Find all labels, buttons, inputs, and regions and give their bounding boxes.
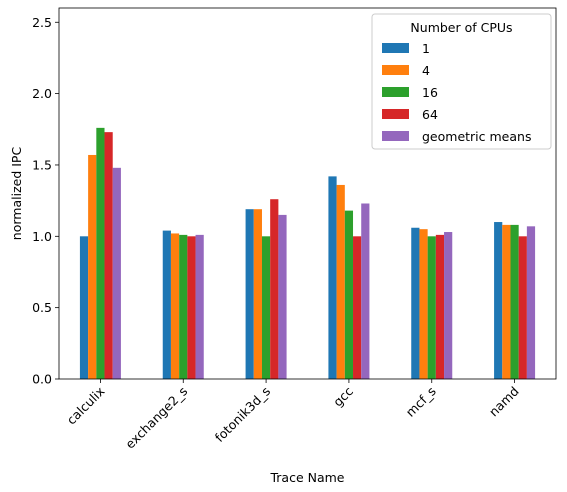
bar-mcf_s-series-0 (411, 227, 420, 379)
legend-swatch (382, 87, 409, 97)
bar-namd-series-1 (502, 224, 511, 379)
bar-calculix-series-4 (112, 167, 121, 379)
x-tick-label: gcc (330, 383, 356, 409)
legend-swatch (382, 131, 409, 141)
bar-exchange2_s-series-3 (187, 236, 196, 379)
legend-entry-label: 4 (422, 63, 430, 78)
bar-fotonik3d_s-series-4 (278, 214, 287, 379)
x-tick-label: calculix (64, 384, 108, 428)
legend-swatch (382, 109, 409, 119)
x-axis-label: Trace Name (269, 470, 344, 485)
bar-namd-series-4 (526, 226, 536, 379)
y-tick-label: 1.5 (32, 157, 52, 172)
bar-calculix-series-2 (96, 127, 105, 379)
legend-entry-label: 64 (422, 107, 438, 122)
x-tick-label: fotonik3d_s (212, 384, 273, 445)
bar-mcf_s-series-2 (427, 236, 436, 379)
legend-swatch (382, 65, 409, 75)
bar-fotonik3d_s-series-2 (261, 236, 271, 379)
y-tick-label: 2.0 (32, 86, 52, 101)
legend-title: Number of CPUs (410, 20, 512, 35)
bar-exchange2_s-series-0 (162, 230, 171, 379)
bar-namd-series-2 (510, 224, 519, 379)
y-tick-label: 0.5 (32, 300, 52, 315)
bar-fotonik3d_s-series-1 (253, 209, 262, 379)
legend-swatch (382, 43, 409, 53)
bar-mcf_s-series-3 (435, 234, 445, 379)
y-tick-label: 2.5 (32, 15, 52, 30)
bar-gcc-series-0 (328, 176, 337, 379)
bar-fotonik3d_s-series-3 (270, 199, 279, 379)
bar-gcc-series-3 (353, 236, 362, 379)
bar-mcf_s-series-1 (419, 229, 428, 379)
bar-gcc-series-1 (336, 184, 345, 379)
x-axis: calculix exchange2_s fotonik3d_s gcc mcf_s na… (64, 379, 522, 452)
y-axis-label: normalized IPC (9, 147, 24, 241)
legend-entry-label: geometric means (422, 129, 531, 144)
bar-mcf_s-series-4 (444, 232, 453, 379)
bar-gcc-series-4 (361, 203, 370, 379)
bar-gcc-series-2 (344, 210, 354, 379)
legend-box (371, 13, 552, 150)
y-axis: 0.0 0.5 1.0 1.5 2.0 2.5 (32, 15, 59, 387)
legend: Number of CPUs 1 4 16 64 geometric means (371, 13, 552, 150)
x-tick-label: exchange2_s (122, 384, 190, 452)
bar-namd-series-3 (518, 236, 527, 379)
y-tick-label: 0.0 (32, 372, 52, 387)
bar-namd-series-0 (494, 222, 503, 379)
x-tick-label: mcf_s (403, 384, 439, 420)
bar-calculix-series-3 (104, 132, 113, 379)
bar-exchange2_s-series-4 (195, 234, 204, 379)
bar-exchange2_s-series-2 (179, 234, 188, 379)
bar-calculix-series-0 (79, 236, 89, 379)
legend-entry-label: 16 (422, 85, 438, 100)
y-tick-label: 1.0 (32, 229, 52, 244)
x-tick-label: namd (486, 384, 522, 420)
plot-frame (58, 7, 557, 380)
legend-entry-label: 1 (422, 41, 430, 56)
bar-fotonik3d_s-series-0 (245, 209, 254, 379)
bar-exchange2_s-series-1 (170, 233, 180, 379)
bars-group (79, 127, 536, 379)
bar-calculix-series-1 (88, 154, 97, 379)
